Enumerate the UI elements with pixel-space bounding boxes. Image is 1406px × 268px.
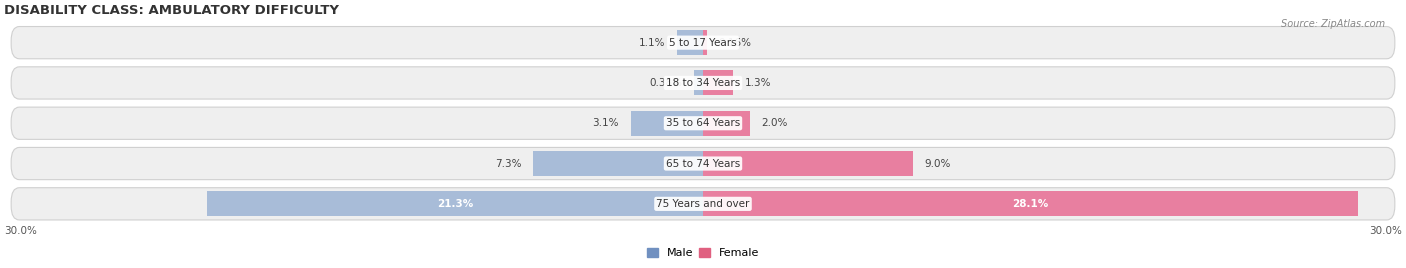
Bar — [678, 30, 703, 55]
Text: 18 to 34 Years: 18 to 34 Years — [666, 78, 740, 88]
FancyBboxPatch shape — [11, 67, 1395, 99]
Text: Source: ZipAtlas.com: Source: ZipAtlas.com — [1281, 19, 1385, 29]
Text: 0.38%: 0.38% — [650, 78, 682, 88]
Bar — [695, 70, 703, 95]
Bar — [703, 30, 707, 55]
Text: 2.0%: 2.0% — [761, 118, 787, 128]
Bar — [631, 111, 703, 136]
Text: 30.0%: 30.0% — [4, 226, 37, 236]
Legend: Male, Female: Male, Female — [643, 243, 763, 263]
Text: 1.1%: 1.1% — [640, 38, 665, 48]
Bar — [703, 70, 734, 95]
Bar — [207, 191, 703, 216]
Text: 9.0%: 9.0% — [924, 159, 950, 169]
Text: DISABILITY CLASS: AMBULATORY DIFFICULTY: DISABILITY CLASS: AMBULATORY DIFFICULTY — [4, 4, 339, 17]
FancyBboxPatch shape — [11, 147, 1395, 180]
Text: 3.1%: 3.1% — [593, 118, 619, 128]
Text: 0.16%: 0.16% — [718, 38, 751, 48]
Text: 1.3%: 1.3% — [745, 78, 772, 88]
Text: 7.3%: 7.3% — [495, 159, 522, 169]
Text: 5 to 17 Years: 5 to 17 Years — [669, 38, 737, 48]
Text: 75 Years and over: 75 Years and over — [657, 199, 749, 209]
FancyBboxPatch shape — [11, 107, 1395, 139]
Bar — [703, 151, 912, 176]
FancyBboxPatch shape — [11, 188, 1395, 220]
FancyBboxPatch shape — [11, 27, 1395, 59]
Text: 65 to 74 Years: 65 to 74 Years — [666, 159, 740, 169]
Text: 30.0%: 30.0% — [1369, 226, 1402, 236]
Bar — [703, 111, 749, 136]
Text: 21.3%: 21.3% — [437, 199, 472, 209]
Text: 35 to 64 Years: 35 to 64 Years — [666, 118, 740, 128]
Text: 28.1%: 28.1% — [1012, 199, 1049, 209]
Bar — [533, 151, 703, 176]
Bar — [703, 191, 1358, 216]
